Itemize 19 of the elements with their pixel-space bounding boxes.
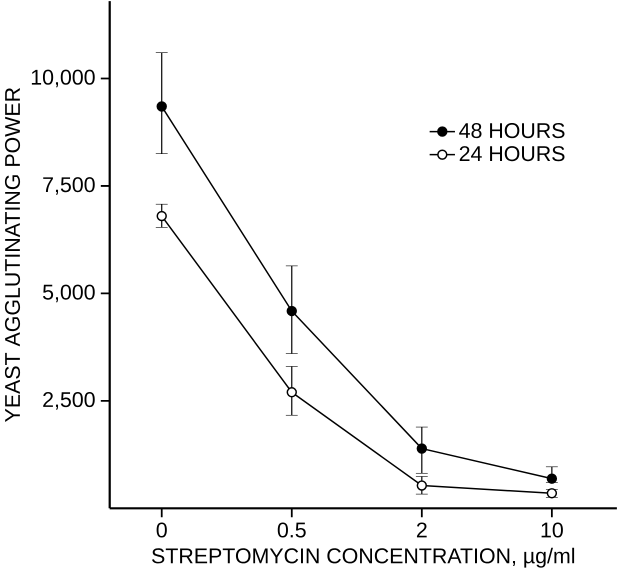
legend-label: 24 HOURS — [460, 146, 564, 162]
point — [156, 101, 167, 112]
point — [416, 444, 428, 454]
x-tick-label: 2 — [416, 522, 427, 538]
point — [546, 474, 558, 484]
y-axis-title: YEAST AGGLUTINATING POWER — [4, 88, 20, 422]
x-tick-label: 0.5 — [278, 522, 306, 538]
y-tick-label: 10,000 — [32, 70, 95, 88]
x-tick-label: 10 — [542, 522, 563, 538]
point — [416, 480, 428, 491]
y-tick-label: 7,500 — [43, 177, 95, 195]
point — [286, 387, 297, 398]
legend-label: 48 HOURS — [459, 123, 564, 138]
point — [156, 211, 167, 222]
x-tick-label: 0 — [156, 522, 167, 538]
point — [286, 306, 297, 316]
y-tick-label: 5,000 — [42, 284, 95, 302]
y-tick-label: 2,500 — [43, 392, 95, 410]
x-axis-title: STREPTOMYCIN CONCENTRATION, µg/ml — [152, 548, 574, 568]
